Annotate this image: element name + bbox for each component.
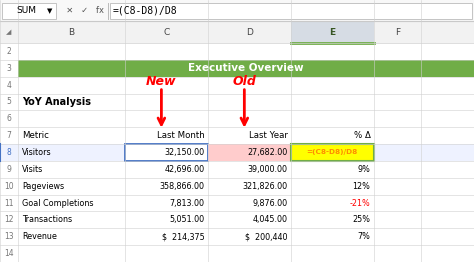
Text: -21%: -21% <box>349 199 370 208</box>
Text: $  214,375: $ 214,375 <box>162 232 204 241</box>
Text: Revenue: Revenue <box>22 232 57 241</box>
FancyBboxPatch shape <box>125 144 208 161</box>
Text: 9: 9 <box>7 165 11 174</box>
Text: 42,696.00: 42,696.00 <box>164 165 204 174</box>
Text: SUM: SUM <box>17 6 36 15</box>
Text: 12%: 12% <box>352 182 370 191</box>
Text: $  200,440: $ 200,440 <box>245 232 287 241</box>
Text: 8: 8 <box>7 148 11 157</box>
Text: Transactions: Transactions <box>22 215 72 224</box>
Text: 9,876.00: 9,876.00 <box>252 199 287 208</box>
FancyBboxPatch shape <box>0 0 474 21</box>
Text: 2: 2 <box>7 47 11 56</box>
Text: 39,000.00: 39,000.00 <box>247 165 287 174</box>
Text: 12: 12 <box>4 215 14 224</box>
Text: 4,045.00: 4,045.00 <box>252 215 287 224</box>
Text: Metric: Metric <box>22 131 49 140</box>
Text: 5,051.00: 5,051.00 <box>169 215 204 224</box>
Text: 13: 13 <box>4 232 14 241</box>
Text: Visits: Visits <box>22 165 43 174</box>
FancyBboxPatch shape <box>0 21 474 43</box>
FancyBboxPatch shape <box>2 3 56 19</box>
Text: % Δ: % Δ <box>354 131 371 140</box>
Text: ◢: ◢ <box>6 29 12 35</box>
Text: 4: 4 <box>7 81 11 90</box>
Text: 7: 7 <box>7 131 11 140</box>
Text: ✕   ✓   fx: ✕ ✓ fx <box>61 6 104 15</box>
Text: D: D <box>246 28 253 37</box>
Text: 358,866.00: 358,866.00 <box>159 182 204 191</box>
Text: Visitors: Visitors <box>22 148 51 157</box>
FancyBboxPatch shape <box>110 3 472 19</box>
Text: 321,826.00: 321,826.00 <box>242 182 287 191</box>
Text: 7%: 7% <box>357 232 370 241</box>
Text: C: C <box>163 28 169 37</box>
FancyBboxPatch shape <box>208 144 291 161</box>
Text: B: B <box>68 28 74 37</box>
Text: E: E <box>329 28 335 37</box>
Text: Pageviews: Pageviews <box>22 182 64 191</box>
FancyBboxPatch shape <box>291 144 374 161</box>
Text: 10: 10 <box>4 182 14 191</box>
Text: 11: 11 <box>4 199 14 208</box>
Text: 6: 6 <box>7 114 11 123</box>
Text: 7,813.00: 7,813.00 <box>169 199 204 208</box>
Text: 9%: 9% <box>357 165 370 174</box>
Text: 27,682.00: 27,682.00 <box>247 148 287 157</box>
Text: Goal Completions: Goal Completions <box>22 199 93 208</box>
FancyBboxPatch shape <box>0 144 474 161</box>
Text: =(C8-D8)/D8: =(C8-D8)/D8 <box>113 6 177 16</box>
Text: New: New <box>146 75 177 88</box>
Text: 3: 3 <box>7 64 11 73</box>
Text: Last Year: Last Year <box>249 131 288 140</box>
FancyBboxPatch shape <box>291 21 374 43</box>
Text: 32,150.00: 32,150.00 <box>164 148 204 157</box>
Text: Last Month: Last Month <box>157 131 205 140</box>
Text: Executive Overview: Executive Overview <box>188 63 304 73</box>
Text: 25%: 25% <box>352 215 370 224</box>
Text: F: F <box>395 28 400 37</box>
Text: ▼: ▼ <box>47 8 53 14</box>
Text: Old: Old <box>232 75 256 88</box>
Text: 5: 5 <box>7 97 11 106</box>
Text: 14: 14 <box>4 249 14 258</box>
Text: YoY Analysis: YoY Analysis <box>22 97 91 107</box>
FancyBboxPatch shape <box>18 60 474 77</box>
Text: =(C8-D8)/D8: =(C8-D8)/D8 <box>306 150 358 155</box>
